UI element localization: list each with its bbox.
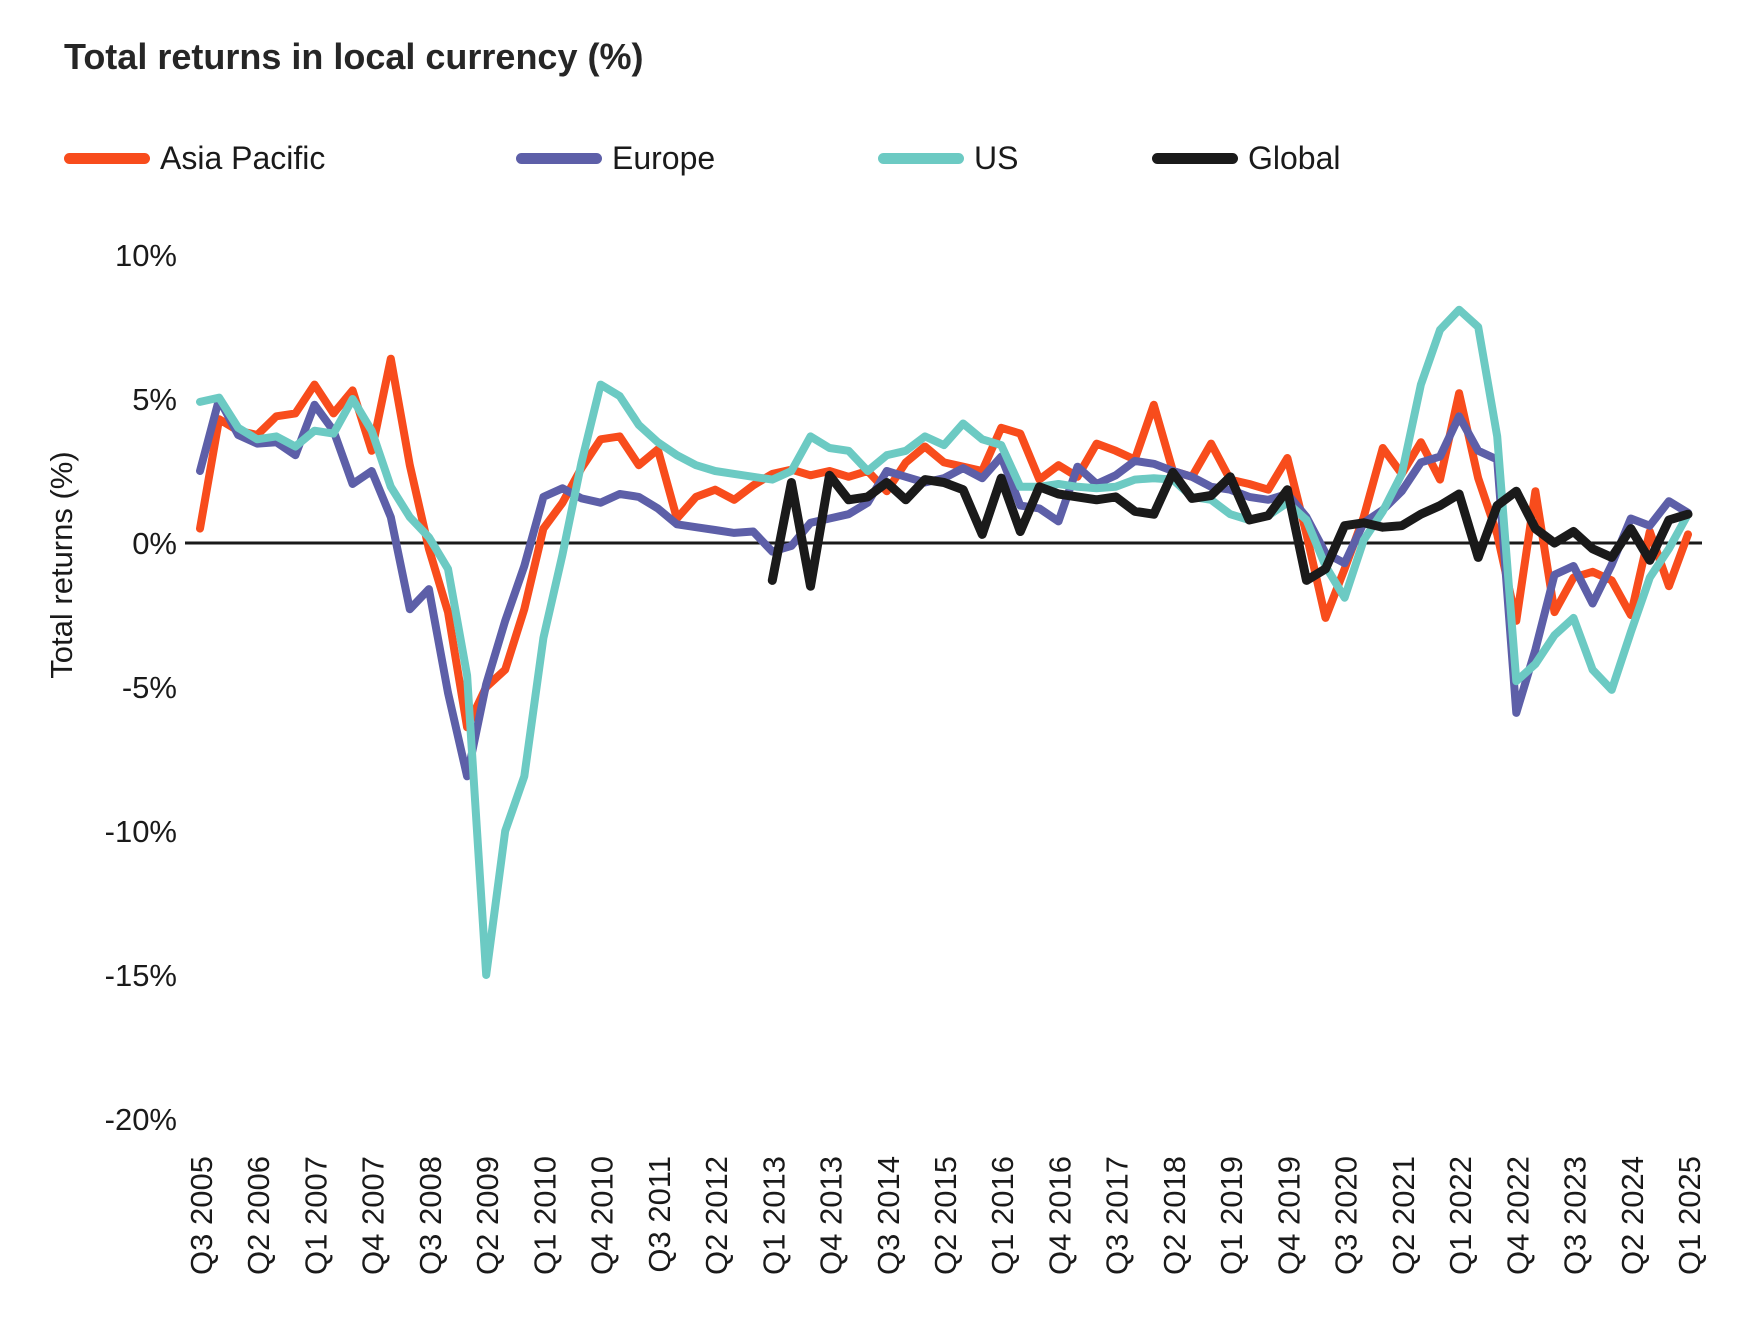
x-tick-label: Q4 2022 [1500,1156,1535,1275]
legend-item-global: Global [1152,138,1341,178]
legend-swatch-icon [878,152,964,164]
x-tick-label: Q2 2024 [1615,1156,1650,1275]
x-tick-label: Q4 2007 [356,1156,391,1275]
legend-item-europe: Europe [516,138,715,178]
series-line-us [196,305,1692,979]
x-tick-label: Q1 2013 [756,1156,791,1275]
y-tick-label: 0% [132,526,177,561]
x-tick-label: Q2 2012 [699,1156,734,1275]
y-tick-label: -5% [122,670,177,705]
x-tick-label: Q1 2022 [1443,1156,1478,1275]
x-tick-label: Q2 2009 [470,1156,505,1275]
x-tick-label: Q2 2018 [1157,1156,1192,1275]
x-tick-label: Q2 2021 [1386,1156,1421,1275]
legend-item-us: US [878,138,1018,178]
x-tick-label: Q1 2019 [1214,1156,1249,1275]
x-tick-label: Q1 2016 [985,1156,1020,1275]
x-tick-label: Q4 2019 [1271,1156,1306,1275]
x-tick-label: Q2 2015 [928,1156,963,1275]
x-tick-label: Q3 2014 [871,1156,906,1275]
legend-label: Europe [612,139,716,176]
y-tick-label: 10% [115,238,177,273]
x-tick-label: Q1 2025 [1672,1156,1707,1275]
x-tick-label: Q3 2023 [1558,1156,1593,1275]
x-tick-label: Q1 2007 [298,1156,333,1275]
x-tick-label: Q3 2011 [642,1156,677,1273]
legend-swatch-icon [64,152,150,164]
legend-label: Asia Pacific [160,139,326,176]
y-tick-label: -20% [105,1102,177,1137]
series-line-asia-pacific [196,354,1692,732]
legend-item-asia-pacific: Asia Pacific [64,138,325,178]
legend-swatch-icon [516,152,602,164]
x-tick-label: Q4 2016 [1042,1156,1077,1275]
x-tick-label: Q4 2013 [814,1156,849,1275]
x-tick-label: Q3 2017 [1100,1156,1135,1275]
series-line-europe [196,395,1692,781]
x-tick-label: Q3 2005 [184,1156,219,1275]
chart-title: Total returns in local currency (%) [64,36,644,77]
x-tick-label: Q3 2008 [413,1156,448,1275]
legend-label: Global [1248,139,1341,176]
y-tick-label: -10% [105,814,177,849]
x-tick-label: Q3 2020 [1329,1156,1364,1275]
x-tick-label: Q2 2006 [241,1156,276,1275]
x-tick-label: Q1 2010 [527,1156,562,1275]
y-axis-title: Total returns (%) [44,451,79,678]
legend-swatch-icon [1152,152,1238,164]
series-line-global [767,467,1693,591]
x-tick-label: Q4 2010 [585,1156,620,1275]
y-tick-label: 5% [132,382,177,417]
legend-label: US [974,139,1019,176]
y-tick-label: -15% [105,958,177,993]
